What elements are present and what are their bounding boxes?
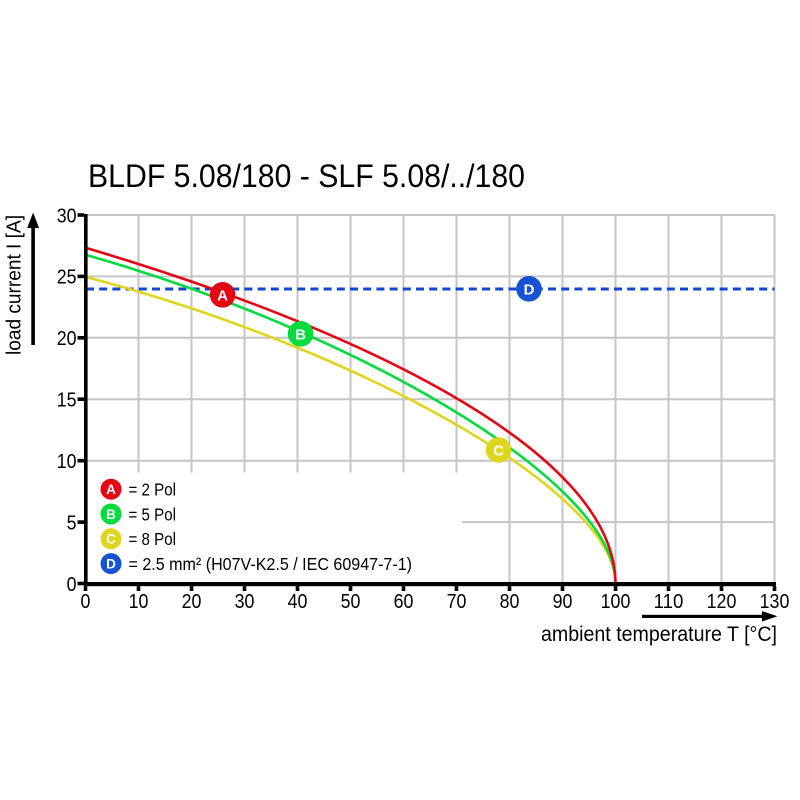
svg-text:10: 10 [57,451,77,473]
svg-text:= 2.5 mm² (H07V-K2.5 / IEC 609: = 2.5 mm² (H07V-K2.5 / IEC 60947-7-1) [129,554,413,574]
svg-text:40: 40 [288,591,308,613]
svg-text:= 5 Pol: = 5 Pol [129,504,177,524]
svg-text:0: 0 [81,591,91,613]
svg-text:30: 30 [235,591,255,613]
svg-text:A: A [106,482,116,497]
svg-text:BLDF 5.08/180 - SLF 5.08/../18: BLDF 5.08/180 - SLF 5.08/../180 [88,158,525,194]
svg-text:load current I [A]: load current I [A] [4,215,26,355]
svg-text:120: 120 [707,591,737,613]
svg-text:D: D [524,281,535,298]
svg-text:60: 60 [394,591,414,613]
svg-text:10: 10 [129,591,149,613]
svg-text:B: B [106,507,116,522]
svg-text:B: B [295,326,306,343]
svg-text:C: C [106,532,116,547]
svg-text:A: A [217,287,228,304]
svg-text:70: 70 [447,591,467,613]
svg-text:= 8 Pol: = 8 Pol [129,529,177,549]
svg-text:15: 15 [57,390,77,412]
svg-text:20: 20 [182,591,202,613]
svg-text:90: 90 [553,591,573,613]
svg-text:110: 110 [654,591,684,613]
svg-text:80: 80 [500,591,520,613]
svg-text:50: 50 [341,591,361,613]
svg-text:D: D [106,557,116,572]
svg-text:130: 130 [760,591,790,613]
svg-text:0: 0 [67,574,77,596]
svg-text:C: C [493,443,504,460]
svg-text:100: 100 [601,591,631,613]
svg-text:20: 20 [57,328,77,350]
svg-text:ambient temperature T [°C]: ambient temperature T [°C] [541,622,777,646]
svg-text:= 2 Pol: = 2 Pol [129,480,177,500]
svg-text:25: 25 [57,267,77,289]
svg-text:5: 5 [67,512,77,534]
svg-text:30: 30 [57,205,77,227]
